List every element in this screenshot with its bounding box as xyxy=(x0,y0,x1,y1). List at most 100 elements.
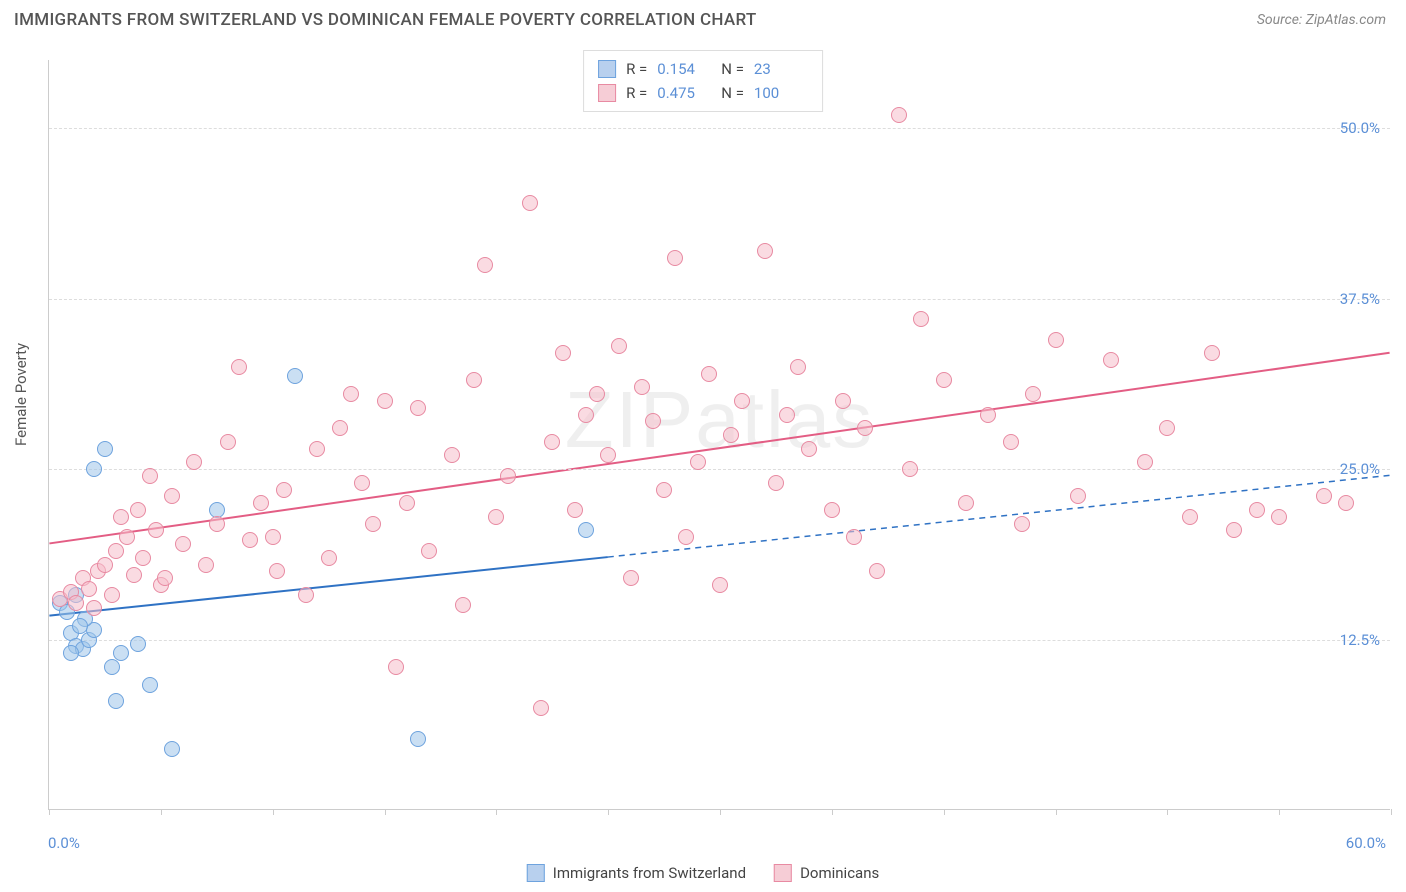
data-point-dominican xyxy=(276,482,292,498)
data-point-dominican xyxy=(1070,488,1086,504)
gridline xyxy=(49,640,1390,641)
data-point-dominican xyxy=(164,488,180,504)
x-tick xyxy=(1056,809,1057,815)
data-point-swiss xyxy=(104,659,120,675)
data-point-dominican xyxy=(253,495,269,511)
data-point-dominican xyxy=(421,543,437,559)
series-legend: Immigrants from Switzerland Dominicans xyxy=(527,864,879,882)
x-end-label: 60.0% xyxy=(1346,834,1386,852)
data-point-dominican xyxy=(477,257,493,273)
data-point-dominican xyxy=(209,516,225,532)
chart-title: IMMIGRANTS FROM SWITZERLAND VS DOMINICAN… xyxy=(14,10,757,30)
data-point-swiss xyxy=(287,368,303,384)
x-tick xyxy=(1391,809,1392,815)
data-point-dominican xyxy=(399,495,415,511)
data-point-dominican xyxy=(86,600,102,616)
data-point-dominican xyxy=(958,495,974,511)
data-point-dominican xyxy=(757,243,773,259)
gridline xyxy=(49,469,1390,470)
swatch-swiss xyxy=(598,60,616,78)
data-point-dominican xyxy=(388,659,404,675)
data-point-dominican xyxy=(265,529,281,545)
gridline xyxy=(49,299,1390,300)
x-tick xyxy=(49,809,50,815)
data-point-dominican xyxy=(343,386,359,402)
data-point-dominican xyxy=(544,434,560,450)
data-point-swiss xyxy=(113,645,129,661)
plot-area: ZIPatlas 12.5%25.0%37.5%50.0% xyxy=(48,60,1390,810)
data-point-dominican xyxy=(321,550,337,566)
data-point-dominican xyxy=(269,563,285,579)
data-point-dominican xyxy=(522,195,538,211)
r-value-dominican: 0.475 xyxy=(657,81,711,105)
data-point-dominican xyxy=(309,441,325,457)
data-point-dominican xyxy=(113,509,129,525)
data-point-dominican xyxy=(656,482,672,498)
data-point-dominican xyxy=(1271,509,1287,525)
data-point-dominican xyxy=(678,529,694,545)
n-label: N = xyxy=(721,57,744,81)
x-tick xyxy=(1279,809,1280,815)
r-value-swiss: 0.154 xyxy=(657,57,711,81)
data-point-swiss xyxy=(130,636,146,652)
data-point-dominican xyxy=(980,407,996,423)
data-point-dominican xyxy=(1159,420,1175,436)
r-label: R = xyxy=(626,57,647,81)
n-label: N = xyxy=(721,81,744,105)
y-tick-label: 50.0% xyxy=(1340,119,1380,137)
swatch-swiss-icon xyxy=(527,864,545,882)
data-point-dominican xyxy=(97,557,113,573)
data-point-dominican xyxy=(578,407,594,423)
data-point-dominican xyxy=(723,427,739,443)
y-tick-label: 37.5% xyxy=(1340,290,1380,308)
data-point-dominican xyxy=(667,250,683,266)
correlation-legend: R = 0.154 N = 23 R = 0.475 N = 100 xyxy=(583,50,823,112)
data-point-dominican xyxy=(936,372,952,388)
x-tick xyxy=(832,809,833,815)
legend-label-dominican: Dominicans xyxy=(800,864,879,882)
data-point-dominican xyxy=(1226,522,1242,538)
swatch-dominican-icon xyxy=(774,864,792,882)
data-point-dominican xyxy=(1249,502,1265,518)
legend-item-dominican: Dominicans xyxy=(774,864,879,882)
data-point-dominican xyxy=(611,338,627,354)
data-point-dominican xyxy=(1316,488,1332,504)
legend-row-swiss: R = 0.154 N = 23 xyxy=(598,57,808,81)
r-label: R = xyxy=(626,81,647,105)
data-point-dominican xyxy=(1103,352,1119,368)
y-tick-label: 25.0% xyxy=(1340,460,1380,478)
x-tick xyxy=(1167,809,1168,815)
data-point-swiss xyxy=(72,618,88,634)
data-point-dominican xyxy=(1137,454,1153,470)
data-point-dominican xyxy=(1204,345,1220,361)
x-tick xyxy=(944,809,945,815)
swatch-dominican xyxy=(598,84,616,102)
data-point-dominican xyxy=(690,454,706,470)
data-point-dominican xyxy=(1025,386,1041,402)
data-point-dominican xyxy=(377,393,393,409)
data-point-dominican xyxy=(533,700,549,716)
data-point-dominican xyxy=(600,447,616,463)
data-point-dominican xyxy=(835,393,851,409)
data-point-dominican xyxy=(891,107,907,123)
data-point-dominican xyxy=(1048,332,1064,348)
legend-item-swiss: Immigrants from Switzerland xyxy=(527,864,746,882)
data-point-dominican xyxy=(142,468,158,484)
data-point-dominican xyxy=(869,563,885,579)
x-tick xyxy=(496,809,497,815)
data-point-dominican xyxy=(1182,509,1198,525)
data-point-dominican xyxy=(555,345,571,361)
data-point-dominican xyxy=(768,475,784,491)
data-point-swiss xyxy=(108,693,124,709)
data-point-dominican xyxy=(1014,516,1030,532)
y-axis-label: Female Poverty xyxy=(12,343,30,446)
data-point-dominican xyxy=(186,454,202,470)
data-point-dominican xyxy=(1338,495,1354,511)
x-tick xyxy=(608,809,609,815)
data-point-dominican xyxy=(567,502,583,518)
data-point-dominican xyxy=(365,516,381,532)
data-point-dominican xyxy=(623,570,639,586)
data-point-swiss xyxy=(410,731,426,747)
data-point-swiss xyxy=(578,522,594,538)
data-point-dominican xyxy=(126,567,142,583)
